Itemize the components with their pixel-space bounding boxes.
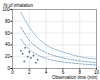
svg-text:0: 0 xyxy=(11,70,14,75)
svg-text:2: 2 xyxy=(28,70,31,75)
svg-text:Observation time (min): Observation time (min) xyxy=(52,75,98,80)
svg-text:% of inhalation: % of inhalation xyxy=(4,3,34,8)
svg-text:60: 60 xyxy=(5,31,11,36)
svg-text:10: 10 xyxy=(94,70,99,76)
svg-text:4: 4 xyxy=(45,70,48,75)
svg-text:40: 40 xyxy=(5,42,11,47)
svg-text:0: 0 xyxy=(7,66,10,71)
svg-text:100: 100 xyxy=(2,6,10,12)
svg-text:80: 80 xyxy=(5,19,11,24)
svg-text:8: 8 xyxy=(78,70,81,76)
svg-text:6: 6 xyxy=(61,70,65,76)
svg-text:20: 20 xyxy=(5,54,11,59)
